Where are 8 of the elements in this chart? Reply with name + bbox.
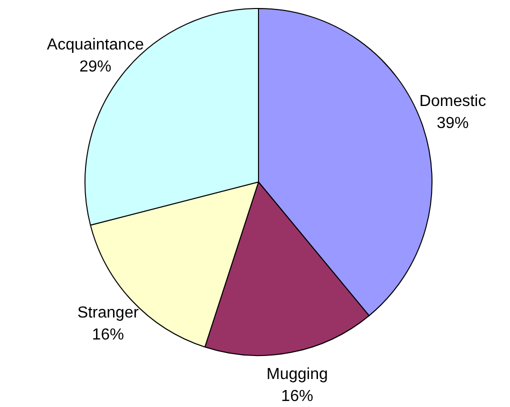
- data-label: 16%: [281, 387, 314, 404]
- data-label: 29%: [79, 58, 112, 75]
- data-label: 39%: [436, 114, 469, 132]
- slice-label: Domestic: [419, 92, 486, 110]
- slice-label: Stranger: [77, 304, 140, 321]
- slice-label: Mugging: [266, 365, 328, 382]
- data-label: 16%: [92, 326, 124, 343]
- slice-label: Acquaintance: [46, 36, 144, 53]
